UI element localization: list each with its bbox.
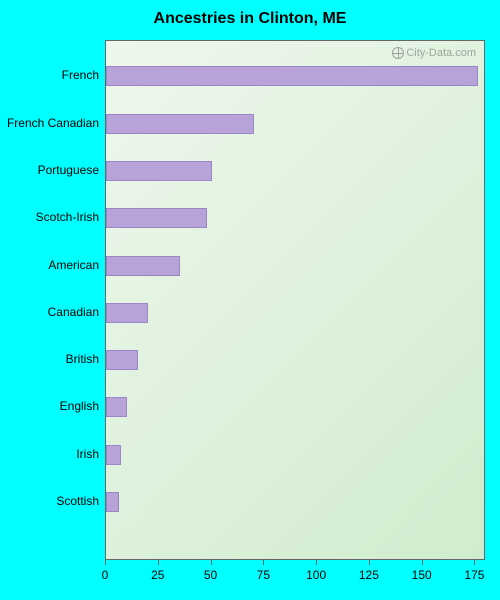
x-tick-label: 25 [151, 568, 164, 582]
bar [106, 161, 212, 181]
x-tick-label: 150 [412, 568, 432, 582]
x-tick [105, 560, 106, 565]
watermark: City-Data.com [392, 47, 476, 59]
x-tick-label: 175 [464, 568, 484, 582]
x-tick-label: 75 [257, 568, 270, 582]
bar [106, 445, 121, 465]
bar [106, 114, 254, 134]
x-tick-label: 100 [306, 568, 326, 582]
x-tick-label: 50 [204, 568, 217, 582]
bar [106, 66, 478, 86]
y-axis-label: Irish [76, 447, 99, 461]
x-tick-label: 0 [102, 568, 109, 582]
bar [106, 397, 127, 417]
y-axis-label: Canadian [48, 305, 99, 319]
x-tick [369, 560, 370, 565]
x-tick [316, 560, 317, 565]
bar [106, 492, 119, 512]
y-axis-label: English [60, 399, 99, 413]
x-tick-label: 125 [359, 568, 379, 582]
x-tick [422, 560, 423, 565]
y-axis-label: American [48, 258, 99, 272]
bar [106, 303, 148, 323]
x-tick [263, 560, 264, 565]
y-axis-label: British [66, 352, 99, 366]
chart-title: Ancestries in Clinton, ME [0, 10, 500, 28]
y-axis-label: French [62, 68, 99, 82]
x-tick [211, 560, 212, 565]
watermark-text: City-Data.com [406, 47, 476, 59]
chart-container: Ancestries in Clinton, ME City-Data.com … [0, 0, 500, 600]
x-tick [474, 560, 475, 565]
y-axis-label: Portuguese [38, 163, 99, 177]
y-axis-label: French Canadian [7, 116, 99, 130]
globe-icon [392, 47, 404, 59]
plot-area: City-Data.com [105, 40, 485, 560]
bar [106, 208, 207, 228]
y-axis-label: Scotch-Irish [36, 210, 99, 224]
x-tick [158, 560, 159, 565]
bar [106, 256, 180, 276]
bar [106, 350, 138, 370]
y-axis-label: Scottish [56, 494, 99, 508]
